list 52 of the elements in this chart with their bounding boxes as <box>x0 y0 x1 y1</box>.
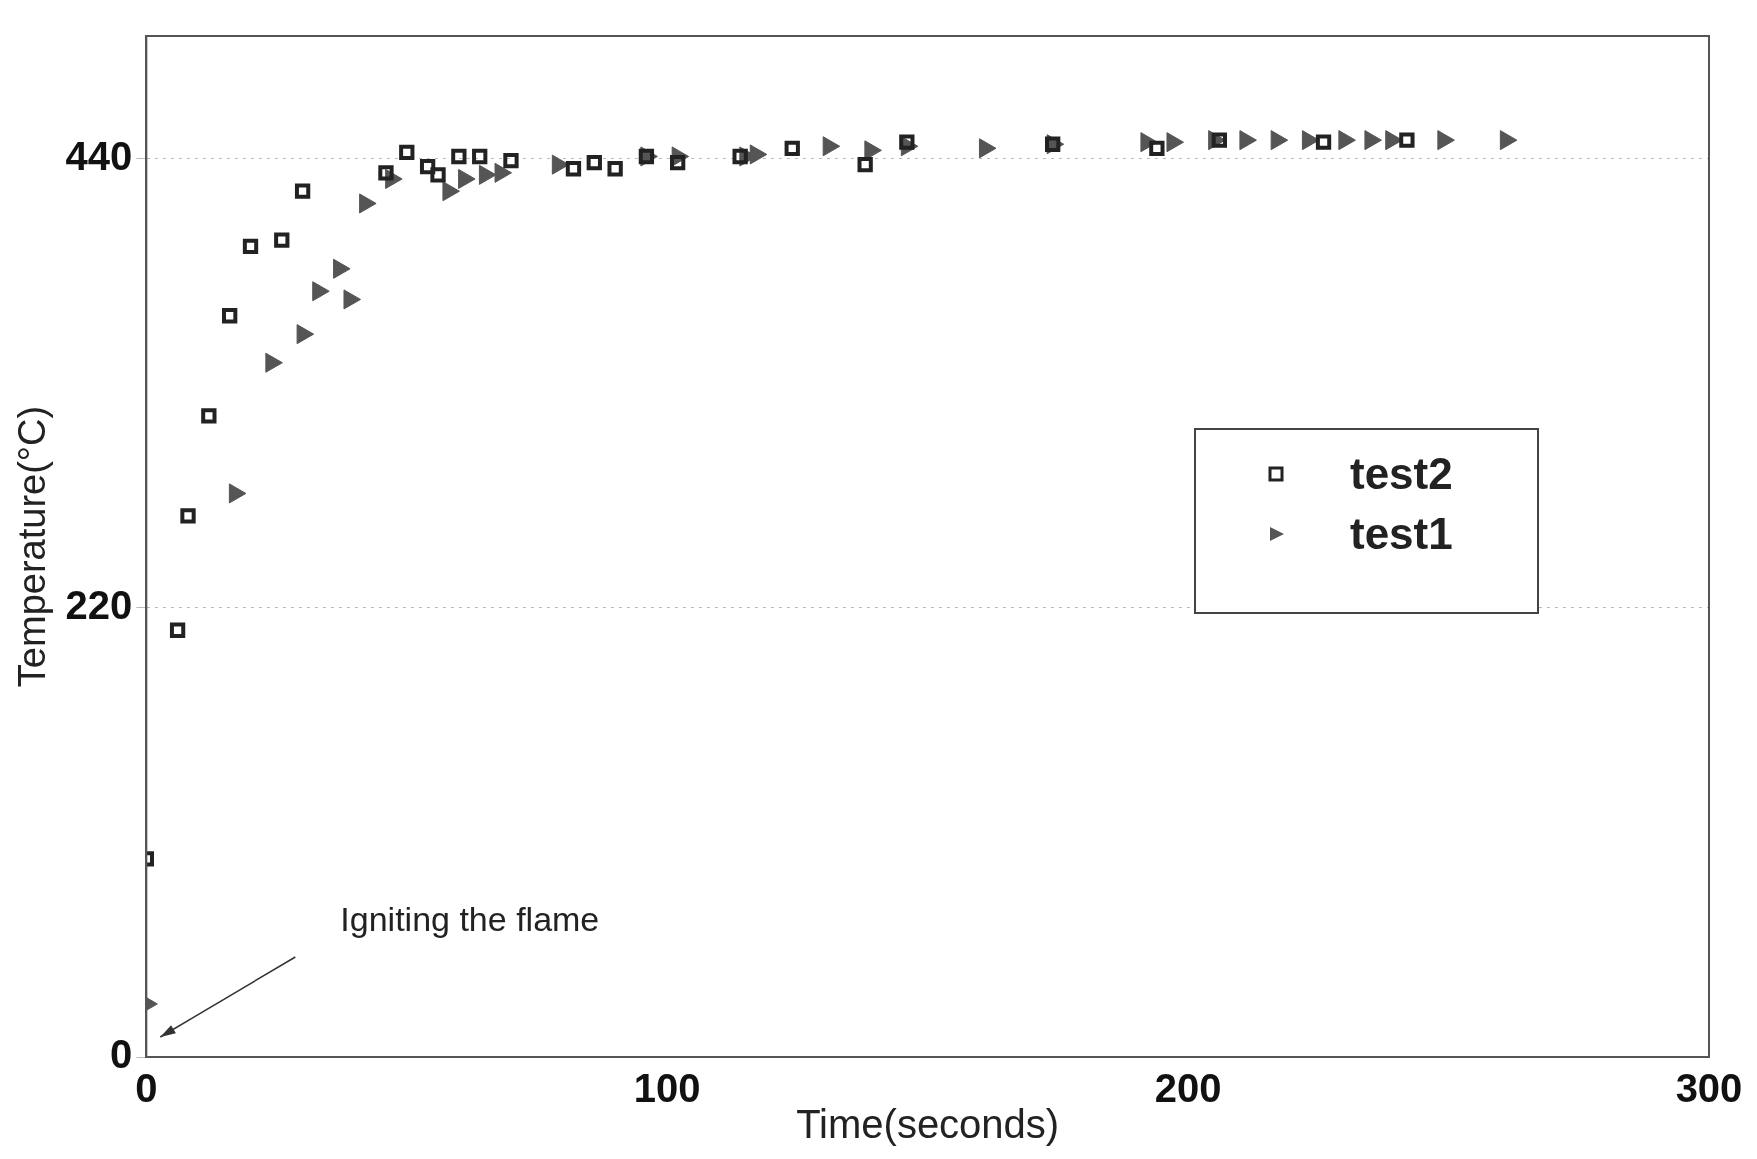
point <box>296 324 315 345</box>
point <box>430 167 446 183</box>
point <box>669 154 686 171</box>
point <box>899 134 915 150</box>
legend-label: test2 <box>1350 449 1453 499</box>
x-tick-label: 300 <box>1675 1066 1743 1111</box>
point <box>294 183 311 199</box>
point <box>978 138 997 159</box>
point <box>458 168 476 189</box>
point <box>503 152 519 169</box>
legend-label: test1 <box>1350 509 1453 559</box>
point <box>1499 130 1518 151</box>
point <box>399 144 415 161</box>
point <box>1437 130 1455 151</box>
y-tick-label: 220 <box>65 582 133 627</box>
point <box>586 154 602 171</box>
point <box>1270 130 1289 151</box>
point <box>419 159 436 175</box>
point <box>442 181 460 202</box>
point <box>274 232 290 248</box>
point <box>333 258 351 279</box>
point <box>242 238 259 254</box>
point <box>222 308 238 324</box>
y-tick-label: 440 <box>65 133 133 178</box>
point <box>169 622 186 638</box>
point <box>1364 130 1382 151</box>
point <box>822 136 841 157</box>
point <box>343 289 361 310</box>
x-tick-label: 100 <box>633 1066 701 1111</box>
point <box>749 144 768 165</box>
x-axis-title: Time(seconds) <box>796 1102 1060 1147</box>
point <box>378 165 394 181</box>
point <box>451 148 467 165</box>
point <box>1338 130 1356 151</box>
point <box>565 161 582 177</box>
point <box>1239 130 1257 151</box>
annotation: Igniting the flame <box>340 900 600 939</box>
point <box>201 408 217 424</box>
point <box>732 148 748 165</box>
point <box>265 352 283 373</box>
point <box>228 483 247 504</box>
point <box>472 148 488 165</box>
point <box>312 281 330 302</box>
point <box>1166 132 1184 153</box>
point <box>478 164 497 185</box>
point <box>359 193 377 214</box>
y-tick-label: 0 <box>110 1032 133 1077</box>
y-axis-title: Temperature(°C) <box>11 405 54 688</box>
point <box>494 162 513 183</box>
point <box>180 508 196 524</box>
x-tick-label: 200 <box>1154 1066 1222 1111</box>
point <box>607 161 623 177</box>
